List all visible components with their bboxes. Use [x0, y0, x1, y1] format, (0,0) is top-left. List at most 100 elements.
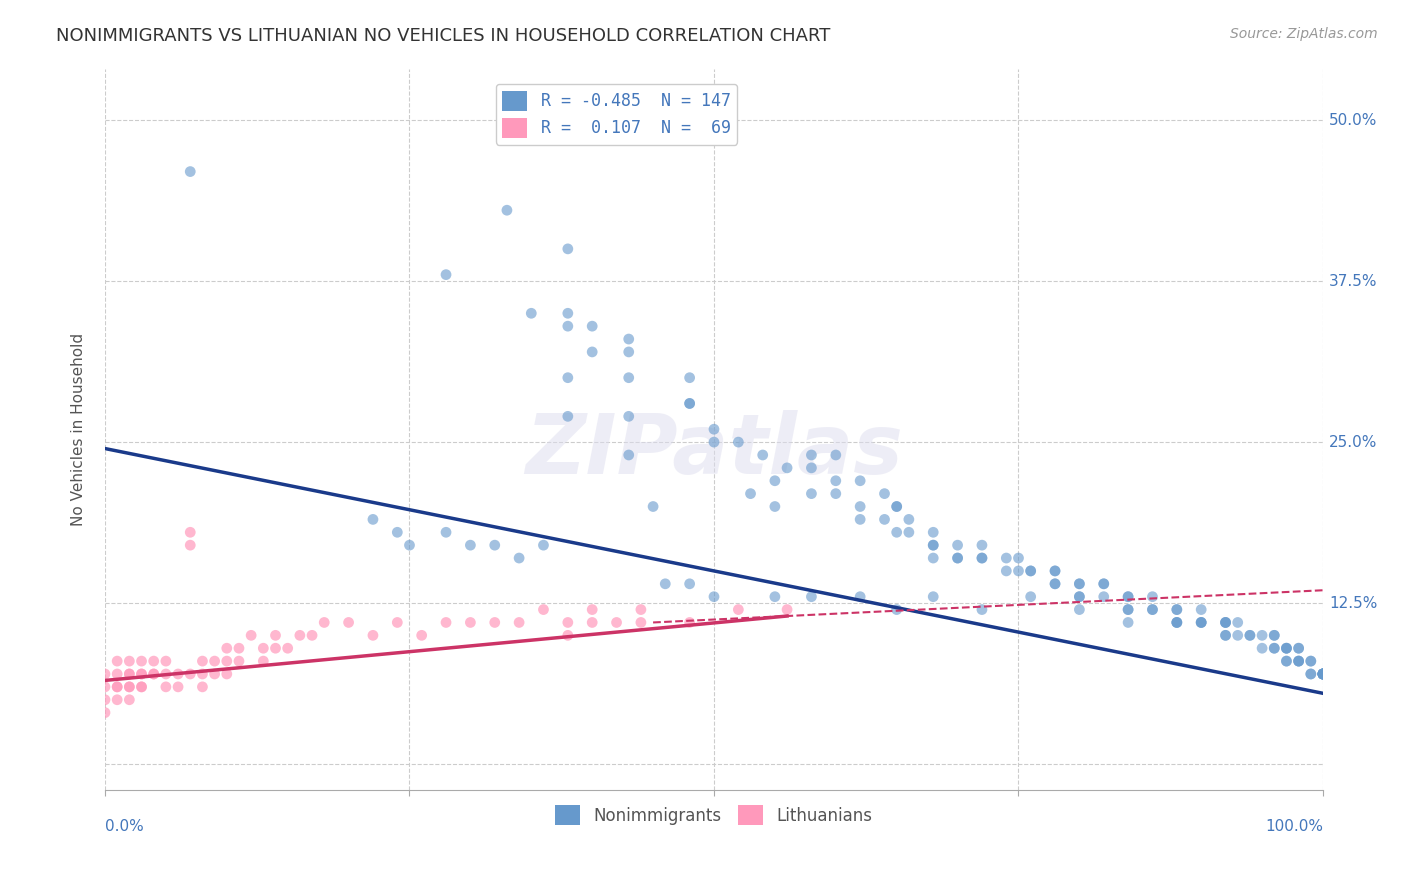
- Nonimmigrants: [1275, 641, 1298, 656]
- Nonimmigrants: [824, 486, 846, 500]
- Lithuanians: [581, 615, 603, 630]
- Nonimmigrants: [970, 538, 993, 552]
- Nonimmigrants: [1215, 628, 1237, 642]
- Nonimmigrants: [1299, 667, 1322, 681]
- Nonimmigrants: [1288, 654, 1310, 668]
- Lithuanians: [179, 538, 201, 552]
- Lithuanians: [94, 706, 117, 720]
- Nonimmigrants: [1007, 564, 1029, 578]
- Lithuanians: [105, 667, 128, 681]
- Text: 25.0%: 25.0%: [1329, 434, 1378, 450]
- Nonimmigrants: [1166, 615, 1188, 630]
- Nonimmigrants: [1312, 667, 1334, 681]
- Nonimmigrants: [922, 525, 945, 540]
- Text: 12.5%: 12.5%: [1329, 596, 1378, 611]
- Nonimmigrants: [1312, 667, 1334, 681]
- Nonimmigrants: [557, 409, 579, 424]
- Nonimmigrants: [1226, 615, 1249, 630]
- Nonimmigrants: [617, 370, 640, 384]
- Lithuanians: [118, 680, 141, 694]
- Nonimmigrants: [1263, 628, 1285, 642]
- Nonimmigrants: [1166, 602, 1188, 616]
- Lithuanians: [118, 692, 141, 706]
- Nonimmigrants: [1312, 667, 1334, 681]
- Nonimmigrants: [1116, 590, 1139, 604]
- Nonimmigrants: [557, 306, 579, 320]
- Lithuanians: [434, 615, 457, 630]
- Nonimmigrants: [1275, 641, 1298, 656]
- Lithuanians: [630, 615, 652, 630]
- Nonimmigrants: [1092, 576, 1115, 591]
- Nonimmigrants: [1215, 628, 1237, 642]
- Nonimmigrants: [763, 590, 786, 604]
- Nonimmigrants: [678, 370, 700, 384]
- Lithuanians: [252, 641, 274, 656]
- Nonimmigrants: [398, 538, 420, 552]
- Nonimmigrants: [1299, 667, 1322, 681]
- Lithuanians: [191, 654, 214, 668]
- Lithuanians: [118, 667, 141, 681]
- Text: Source: ZipAtlas.com: Source: ZipAtlas.com: [1230, 27, 1378, 41]
- Lithuanians: [557, 615, 579, 630]
- Nonimmigrants: [581, 345, 603, 359]
- Lithuanians: [118, 667, 141, 681]
- Nonimmigrants: [1263, 641, 1285, 656]
- Nonimmigrants: [1312, 667, 1334, 681]
- Text: 50.0%: 50.0%: [1329, 112, 1378, 128]
- Nonimmigrants: [1299, 654, 1322, 668]
- Nonimmigrants: [800, 590, 823, 604]
- Nonimmigrants: [1092, 576, 1115, 591]
- Lithuanians: [533, 602, 555, 616]
- Lithuanians: [606, 615, 628, 630]
- Nonimmigrants: [678, 396, 700, 410]
- Text: 0.0%: 0.0%: [105, 819, 143, 834]
- Lithuanians: [179, 667, 201, 681]
- Text: 100.0%: 100.0%: [1265, 819, 1323, 834]
- Lithuanians: [215, 641, 238, 656]
- Lithuanians: [155, 667, 177, 681]
- Nonimmigrants: [703, 422, 725, 436]
- Nonimmigrants: [886, 500, 908, 514]
- Lithuanians: [155, 654, 177, 668]
- Nonimmigrants: [581, 319, 603, 334]
- Nonimmigrants: [617, 409, 640, 424]
- Nonimmigrants: [557, 370, 579, 384]
- Nonimmigrants: [703, 590, 725, 604]
- Lithuanians: [105, 680, 128, 694]
- Lithuanians: [118, 680, 141, 694]
- Nonimmigrants: [1312, 667, 1334, 681]
- Nonimmigrants: [1312, 667, 1334, 681]
- Lithuanians: [94, 680, 117, 694]
- Nonimmigrants: [922, 538, 945, 552]
- Nonimmigrants: [800, 486, 823, 500]
- Nonimmigrants: [995, 551, 1018, 566]
- Lithuanians: [105, 654, 128, 668]
- Lithuanians: [131, 680, 153, 694]
- Nonimmigrants: [557, 319, 579, 334]
- Lithuanians: [142, 667, 165, 681]
- Nonimmigrants: [1069, 590, 1091, 604]
- Nonimmigrants: [1312, 667, 1334, 681]
- Lithuanians: [105, 680, 128, 694]
- Nonimmigrants: [533, 538, 555, 552]
- Nonimmigrants: [1043, 576, 1066, 591]
- Lithuanians: [131, 667, 153, 681]
- Lithuanians: [337, 615, 360, 630]
- Lithuanians: [252, 654, 274, 668]
- Lithuanians: [167, 667, 190, 681]
- Nonimmigrants: [1189, 615, 1212, 630]
- Lithuanians: [228, 641, 250, 656]
- Lithuanians: [228, 654, 250, 668]
- Nonimmigrants: [1215, 615, 1237, 630]
- Nonimmigrants: [849, 474, 872, 488]
- Nonimmigrants: [970, 551, 993, 566]
- Lithuanians: [301, 628, 323, 642]
- Lithuanians: [776, 602, 799, 616]
- Nonimmigrants: [654, 576, 676, 591]
- Nonimmigrants: [970, 551, 993, 566]
- Nonimmigrants: [1263, 641, 1285, 656]
- Lithuanians: [204, 667, 226, 681]
- Nonimmigrants: [1142, 590, 1164, 604]
- Nonimmigrants: [617, 345, 640, 359]
- Lithuanians: [131, 667, 153, 681]
